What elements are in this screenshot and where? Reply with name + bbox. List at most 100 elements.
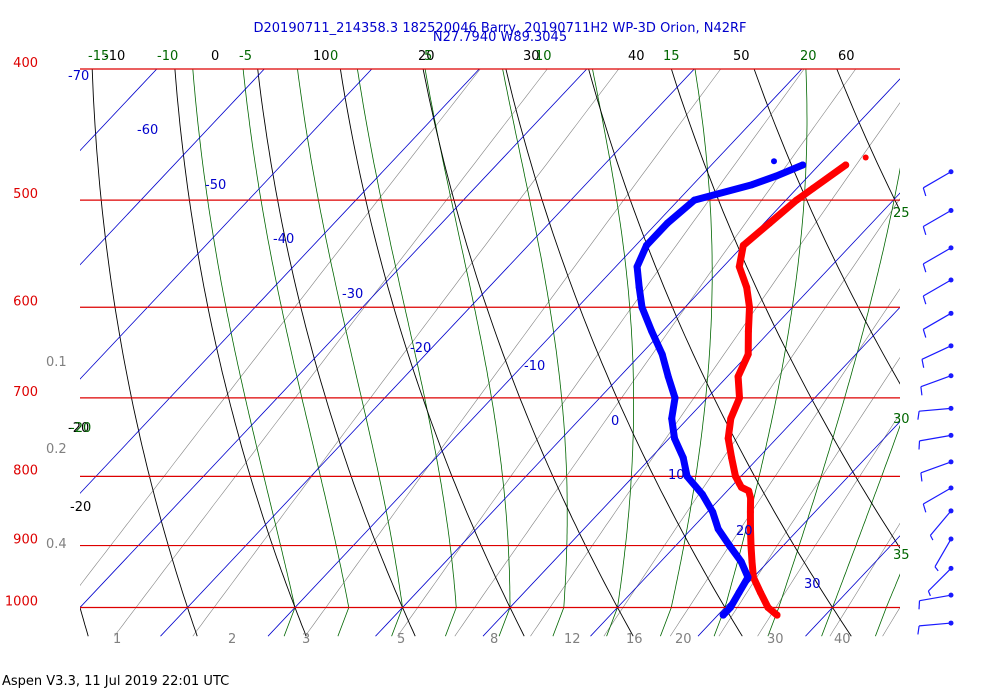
dewpoint-point [726,604,734,611]
moist-adiabat-label: 35 [893,548,910,563]
wind-barb-staff [923,487,952,505]
wind-barb-flag [921,359,925,368]
mixing-ratio-line [669,288,900,637]
mixing-ratio-label: 12 [564,632,581,647]
dry-adiabat-label: 30 [523,49,540,64]
dewpoint-point [683,472,691,480]
grid-lines [80,39,1000,637]
dry-adiabat-line [588,69,852,637]
dewpoint-point [709,508,717,516]
isotherm-line [482,192,900,637]
wind-barb-flag [934,566,939,572]
isobar-label: 400 [13,56,38,71]
dewpoint-point [719,611,727,619]
dewpoint-point [664,373,672,380]
moist-adiabat-label: 25 [893,206,910,221]
isobar-label: 700 [13,385,38,400]
isotherm-label: 30 [804,577,821,592]
mixing-ratio-line [192,69,619,637]
dry-adiabat-label: 40 [628,49,645,64]
moist-adiabat-line [424,69,511,637]
chart-title-line2: N27.7940 W89.3045 [433,30,567,45]
isotherm-label: -60 [137,123,158,138]
mixing-ratio-label: 20 [675,632,692,647]
mixing-ratio-label: 30 [767,632,784,647]
temperature-point [842,161,850,169]
dewpoint-point [690,196,698,204]
moist-adiabat-line [242,69,350,637]
mixing-ratio-label: 0.2 [46,442,67,457]
wind-barb-flag [920,386,923,396]
temperature-point [728,454,736,462]
dewpoint-point [668,415,676,422]
wind-barb-staff [920,375,952,388]
dry-adiabat-line [988,39,1000,636]
dry-adiabat-line [257,69,416,637]
isobar-label: 1000 [5,594,38,609]
mixing-ratio-line [114,69,548,637]
label-layer: 4005006007008009001000-70-60-50-40-30-20… [5,49,910,647]
dry-adiabat-label: 0 [211,49,219,64]
moist-adiabat-line [297,69,403,637]
mixing-ratio-label: 0.4 [46,537,67,552]
mixing-ratio-label: 8 [490,632,498,647]
mixing-ratio-line [757,413,900,637]
moist-adiabat-line [592,69,634,637]
wind-barb-flag [918,600,921,610]
moist-adiabat-label: -10 [157,49,178,64]
dewpoint-point [658,350,666,358]
isotherm-line [80,69,588,609]
mixing-ratio-label: 40 [834,632,851,647]
mixing-ratio-line [80,69,481,586]
temperature-point [748,558,756,566]
wind-barb-staff [929,510,952,536]
dewpoint-point [643,241,650,249]
wind-barb-flag [922,226,927,235]
mixing-ratio-label: 2 [228,632,236,647]
temperature-point [747,542,755,550]
isotherm-line [590,306,900,637]
isobar-label: 900 [13,533,38,548]
moist-adiabat-label: 10 [535,49,552,64]
temperature-point [747,494,755,502]
temperature-point [734,373,742,380]
isotherm-line [80,69,480,494]
temperature-line [724,161,850,619]
temperature-point [736,394,743,402]
mixing-ratio-line [530,102,900,637]
isotherm-line [80,69,373,380]
isotherm-label: 0 [611,414,619,429]
dry-adiabat-label: 10 [313,49,330,64]
temperature-point [744,350,752,358]
moist-adiabat-label: 20 [800,49,817,64]
dewpoint-point [737,558,745,566]
dry-adiabat-label: 50 [733,49,750,64]
profile-layer [633,154,869,619]
dewpoint-point [648,327,656,335]
grid-layer [80,39,1000,637]
dry-adiabat-label: -20 [70,500,91,515]
temperature-point [743,283,751,291]
mixing-ratio-label: 16 [626,632,643,647]
dewpoint-point [638,303,646,311]
dewpoint-point [748,181,756,189]
mixing-ratio-line [454,69,856,637]
wind-barb-flag [917,625,920,635]
dry-adiabat-line [907,39,1000,636]
temperature-point [773,611,781,619]
moist-adiabat-label: 15 [663,49,680,64]
isotherm-line [267,69,803,637]
isotherm-label: 10 [668,468,685,483]
isotherm-label: -30 [342,287,363,302]
wind-barb-staff [923,312,952,330]
wind-barb-flag [922,263,927,273]
dewpoint-point [744,573,752,581]
temperature-point [766,219,773,227]
isotherm-line [913,39,1000,636]
moist-adiabat-label: 5 [424,49,432,64]
dry-adiabat-label: -10 [104,49,125,64]
mixing-ratio-label: 0.1 [46,355,67,370]
moist-adiabat-line [502,69,568,637]
wind-barb-flag [927,590,931,597]
moist-adiabat-label: 30 [893,412,910,427]
